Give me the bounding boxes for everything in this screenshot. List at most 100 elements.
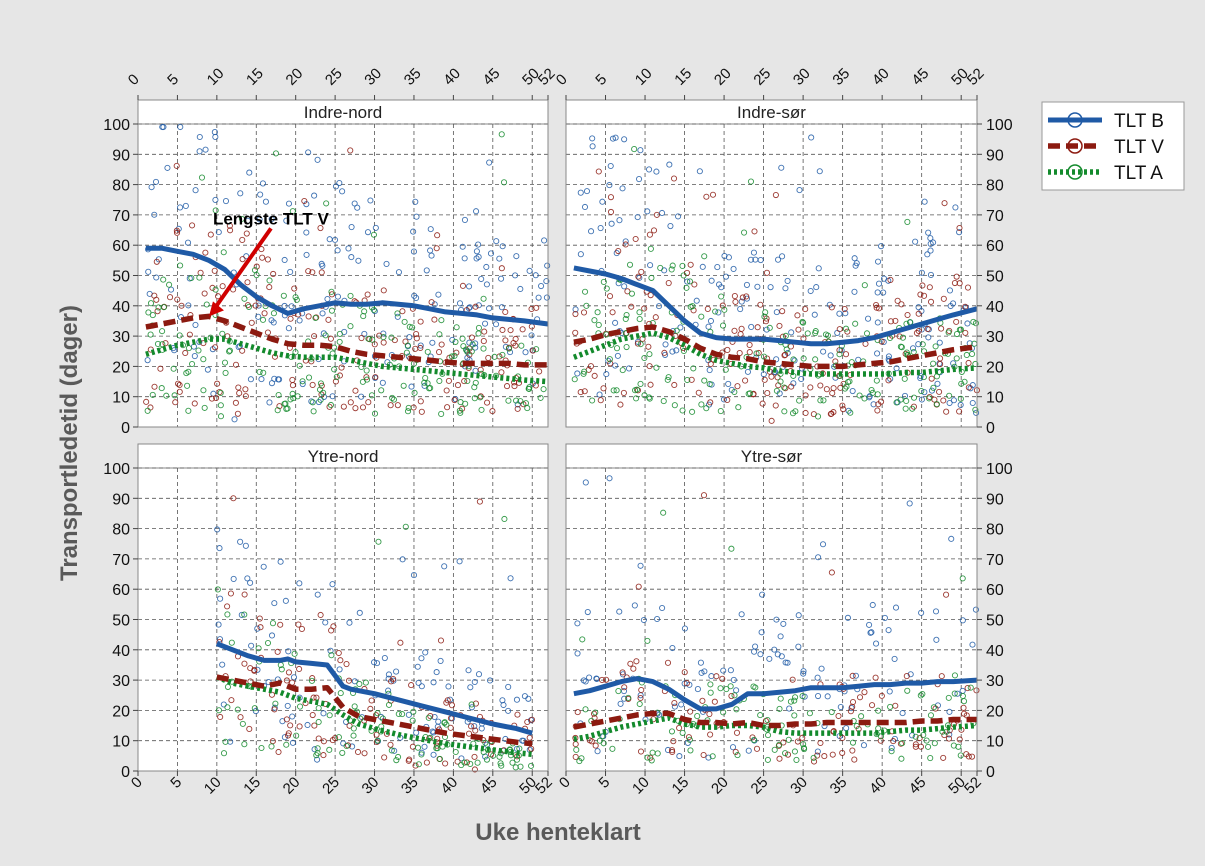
scatter-point <box>952 204 959 211</box>
scatter-point <box>417 342 424 349</box>
scatter-point <box>899 740 906 747</box>
scatter-point <box>960 704 967 711</box>
scatter-point <box>195 347 202 354</box>
scatter-point <box>413 335 420 342</box>
scatter-point <box>701 253 708 260</box>
scatter-point <box>647 292 654 299</box>
scatter-point <box>226 347 233 354</box>
scatter-point <box>685 734 692 741</box>
scatter-point <box>441 719 448 727</box>
scatter-point <box>498 275 505 282</box>
scatter-point <box>502 343 509 350</box>
y-tick-label: 60 <box>986 238 1004 255</box>
scatter-point <box>635 273 642 280</box>
scatter-point <box>637 562 644 569</box>
scatter-point <box>256 615 263 622</box>
scatter-point <box>328 288 335 295</box>
scatter-point <box>725 254 732 261</box>
scatter-point <box>919 282 926 289</box>
scatter-point <box>537 394 544 401</box>
scatter-point <box>906 500 913 507</box>
scatter-point <box>237 538 244 545</box>
scatter-point <box>266 399 273 406</box>
scatter-point <box>792 408 799 415</box>
scatter-point <box>148 184 155 191</box>
scatter-point <box>505 707 512 714</box>
scatter-point <box>941 200 948 207</box>
scatter-point <box>644 637 651 644</box>
scatter-point <box>490 752 497 759</box>
scatter-point <box>602 330 609 337</box>
scatter-point <box>282 400 289 407</box>
scatter-point <box>451 396 458 404</box>
scatter-point <box>644 208 651 215</box>
scatter-point <box>921 389 928 396</box>
scatter-point <box>248 319 255 326</box>
scatter-point <box>192 187 199 194</box>
scatter-point <box>793 756 800 764</box>
scatter-point <box>930 704 937 711</box>
scatter-point <box>345 245 352 252</box>
scatter-point <box>200 387 207 394</box>
scatter-point <box>234 410 241 417</box>
scatter-point <box>338 364 345 371</box>
scatter-point <box>773 387 780 394</box>
scatter-point <box>359 404 367 411</box>
scatter-point <box>232 361 240 368</box>
y-tick-label: 10 <box>112 390 130 407</box>
scatter-point <box>330 623 337 630</box>
scatter-point <box>647 262 654 269</box>
scatter-point <box>580 677 587 684</box>
scatter-point <box>584 608 591 616</box>
scatter-point <box>709 191 717 198</box>
scatter-point <box>673 327 680 334</box>
scatter-point <box>750 249 757 256</box>
scatter-point <box>714 264 721 271</box>
scatter-point <box>819 541 827 548</box>
scatter-point <box>925 743 932 750</box>
scatter-point <box>399 711 406 718</box>
scatter-point <box>287 722 294 729</box>
scatter-point <box>885 627 892 634</box>
scatter-point <box>461 216 469 223</box>
scatter-point <box>217 595 224 602</box>
scatter-point <box>540 386 547 393</box>
scatter-point <box>425 714 432 721</box>
scatter-point <box>894 297 901 304</box>
scatter-point <box>275 748 282 756</box>
scatter-point <box>664 659 672 666</box>
scatter-point <box>896 333 903 340</box>
scatter-point <box>406 334 413 341</box>
scatter-point <box>299 378 306 385</box>
scatter-point <box>320 738 327 745</box>
scatter-point <box>890 738 897 745</box>
scatter-point <box>721 306 728 313</box>
scatter-point <box>177 262 184 269</box>
scatter-point <box>412 198 419 205</box>
scatter-point <box>222 738 229 745</box>
scatter-point <box>312 314 319 321</box>
scatter-point <box>360 313 367 320</box>
scatter-point <box>496 255 503 262</box>
scatter-point <box>867 629 874 636</box>
scatter-point <box>610 387 617 394</box>
scatter-point <box>191 400 198 407</box>
scatter-point <box>436 349 443 356</box>
scatter-point <box>799 734 806 741</box>
scatter-point <box>264 329 271 336</box>
scatter-point <box>528 716 536 723</box>
scatter-point <box>824 693 831 700</box>
scatter-point <box>173 162 180 169</box>
scatter-point <box>522 349 529 356</box>
scatter-point <box>189 222 196 229</box>
scatter-point <box>817 397 824 404</box>
scatter-point <box>708 277 715 284</box>
scatter-point <box>595 321 602 328</box>
scatter-point <box>912 238 919 245</box>
scatter-point <box>741 229 748 236</box>
scatter-point <box>242 393 249 400</box>
scatter-point <box>777 633 784 640</box>
scatter-point <box>648 757 655 764</box>
scatter-point <box>918 387 925 395</box>
scatter-point <box>782 659 789 666</box>
